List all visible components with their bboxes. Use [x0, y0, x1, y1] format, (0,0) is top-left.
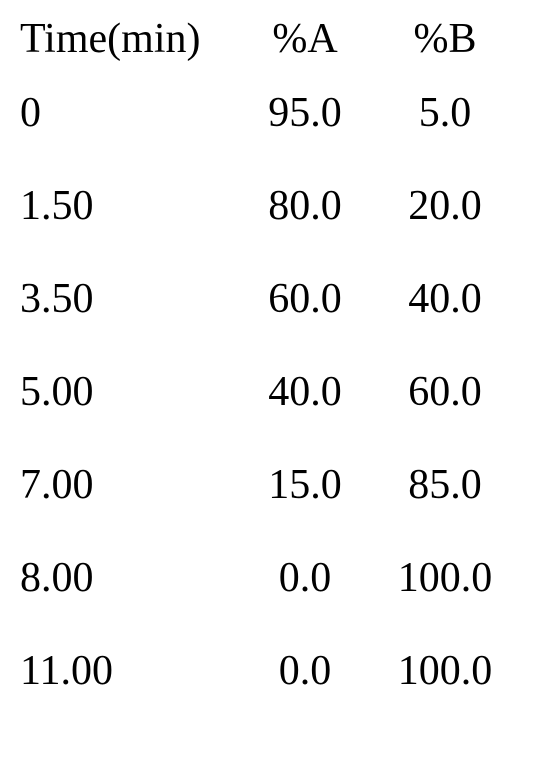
cell-percent-b: 100.0: [375, 554, 515, 602]
cell-time: 1.50: [20, 182, 235, 230]
cell-percent-b: 5.0: [375, 89, 515, 137]
cell-percent-a: 0.0: [235, 554, 375, 602]
table-row: 7.00 15.0 85.0: [20, 461, 524, 554]
cell-percent-a: 80.0: [235, 182, 375, 230]
header-percent-b: %B: [375, 15, 515, 63]
table-row: 8.00 0.0 100.0: [20, 554, 524, 647]
gradient-table: Time(min) %A %B 0 95.0 5.0 1.50 80.0 20.…: [20, 15, 524, 740]
cell-percent-b: 85.0: [375, 461, 515, 509]
cell-percent-b: 60.0: [375, 368, 515, 416]
table-header-row: Time(min) %A %B: [20, 15, 524, 89]
table-row: 0 95.0 5.0: [20, 89, 524, 182]
cell-percent-a: 0.0: [235, 647, 375, 695]
cell-percent-a: 95.0: [235, 89, 375, 137]
cell-percent-b: 20.0: [375, 182, 515, 230]
cell-percent-a: 40.0: [235, 368, 375, 416]
cell-time: 7.00: [20, 461, 235, 509]
table-row: 1.50 80.0 20.0: [20, 182, 524, 275]
header-percent-a: %A: [235, 15, 375, 63]
cell-time: 5.00: [20, 368, 235, 416]
cell-percent-b: 40.0: [375, 275, 515, 323]
table-row: 3.50 60.0 40.0: [20, 275, 524, 368]
cell-percent-a: 15.0: [235, 461, 375, 509]
cell-time: 8.00: [20, 554, 235, 602]
cell-time: 11.00: [20, 647, 235, 695]
header-time: Time(min): [20, 15, 235, 63]
table-row: 5.00 40.0 60.0: [20, 368, 524, 461]
cell-percent-a: 60.0: [235, 275, 375, 323]
cell-time: 0: [20, 89, 235, 137]
cell-time: 3.50: [20, 275, 235, 323]
cell-percent-b: 100.0: [375, 647, 515, 695]
table-row: 11.00 0.0 100.0: [20, 647, 524, 740]
